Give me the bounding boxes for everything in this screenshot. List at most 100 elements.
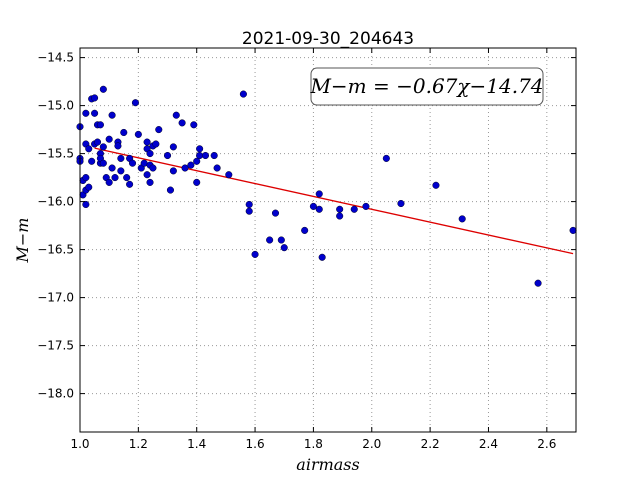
data-point — [85, 183, 93, 191]
y-tick-label: −15.5 — [37, 147, 74, 161]
data-point — [190, 121, 198, 129]
y-tick-label: −18.0 — [37, 387, 74, 401]
data-point — [569, 226, 577, 234]
data-point — [315, 205, 323, 213]
data-point — [458, 215, 466, 223]
data-point — [155, 126, 163, 134]
x-tick-label: 2.0 — [362, 437, 381, 451]
data-point — [85, 145, 93, 153]
data-point — [181, 164, 189, 172]
x-tick-label: 1.0 — [70, 437, 89, 451]
data-point — [117, 154, 125, 162]
y-tick-label: −17.5 — [37, 339, 74, 353]
y-tick-label: −14.5 — [37, 51, 74, 65]
data-point — [315, 190, 323, 198]
data-point — [397, 199, 405, 208]
data-point — [432, 181, 440, 189]
data-point — [99, 85, 107, 93]
data-point — [82, 109, 90, 117]
data-point — [108, 111, 116, 119]
data-point — [382, 154, 390, 162]
data-point — [99, 159, 107, 167]
data-point — [245, 200, 253, 209]
fit-line — [94, 147, 574, 255]
data-point — [134, 130, 142, 138]
data-point — [213, 164, 221, 172]
data-point — [99, 143, 107, 151]
y-tick-label: −16.5 — [37, 243, 74, 257]
data-point — [169, 167, 177, 175]
x-tick-label: 1.6 — [246, 437, 265, 451]
data-point — [169, 143, 177, 151]
data-point — [301, 226, 309, 234]
data-point — [318, 253, 326, 261]
data-point — [120, 128, 128, 137]
data-point — [196, 145, 204, 153]
data-point — [350, 205, 358, 213]
data-point — [152, 140, 160, 148]
data-point — [166, 186, 174, 194]
data-point — [163, 151, 172, 160]
data-point — [146, 178, 154, 186]
data-point — [143, 171, 151, 179]
data-point — [193, 178, 201, 186]
data-point — [172, 111, 180, 119]
data-point — [210, 151, 218, 160]
data-point — [82, 174, 90, 182]
data-point — [96, 121, 104, 129]
data-point — [105, 135, 113, 143]
data-point — [93, 138, 102, 146]
data-point — [91, 94, 99, 102]
data-point — [280, 244, 288, 252]
data-point — [187, 161, 195, 169]
data-point — [245, 207, 253, 215]
data-point — [128, 159, 137, 167]
data-point — [193, 157, 201, 165]
chart-title: 2021-09-30_204643 — [242, 29, 414, 49]
fit-line-layer — [94, 147, 574, 255]
data-point — [123, 174, 131, 182]
y-tick-label: −16.0 — [37, 195, 74, 209]
data-point — [225, 171, 233, 179]
data-point — [277, 236, 285, 244]
data-point — [111, 174, 119, 182]
data-point — [146, 150, 154, 158]
fit-equation-box: M−m = −0.67χ−14.74 — [309, 67, 544, 106]
data-point — [201, 151, 210, 160]
data-point — [251, 250, 259, 258]
data-points — [76, 85, 577, 287]
axis-ticks — [79, 48, 576, 432]
data-point — [105, 178, 113, 186]
y-tick-label: −17.0 — [37, 291, 74, 305]
x-tick-label: 1.2 — [129, 437, 148, 451]
y-tick-label: −15.0 — [37, 99, 74, 113]
data-point — [362, 202, 370, 210]
data-point — [117, 167, 125, 175]
data-point — [336, 212, 344, 220]
data-point — [534, 279, 542, 287]
x-tick-label: 1.8 — [304, 437, 323, 451]
y-tick-labels: −14.5 −15.0 −15.5 −16.0 −16.5 −17.0 −17.5 −18.0 — [37, 51, 74, 401]
data-point — [178, 119, 186, 127]
x-axis-label: airmass — [296, 455, 359, 474]
data-point — [266, 236, 274, 244]
x-tick-label: 2.6 — [537, 437, 556, 451]
x-tick-label: 1.4 — [187, 437, 206, 451]
x-tick-label: 2.2 — [421, 437, 440, 451]
x-tick-label: 2.4 — [479, 437, 498, 451]
data-point — [131, 99, 139, 107]
plot-frame — [79, 47, 577, 433]
data-point — [108, 164, 116, 172]
fit-equation: M−m = −0.67χ−14.74 — [309, 74, 543, 98]
y-axis-label: M−m — [13, 218, 32, 264]
data-point — [336, 205, 344, 213]
data-point — [88, 157, 96, 165]
annotation-box — [310, 67, 544, 106]
data-point — [239, 90, 247, 98]
data-point — [143, 138, 151, 146]
data-point — [114, 142, 122, 150]
data-point — [91, 109, 99, 117]
data-point — [126, 180, 134, 188]
grid-lines — [79, 48, 576, 432]
